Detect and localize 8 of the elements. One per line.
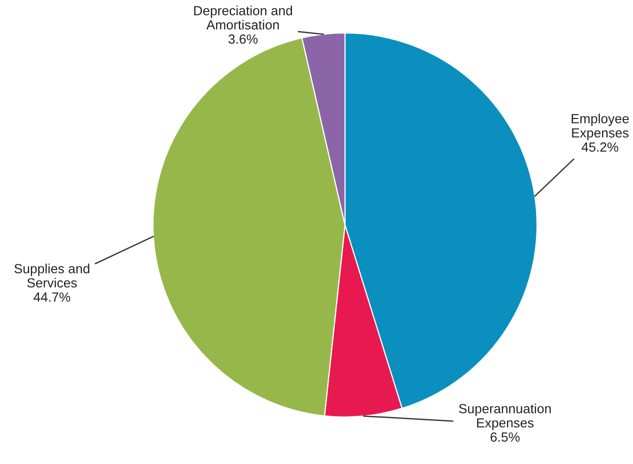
data-label: 6.5% [490,432,520,442]
data-label: 44.7% [34,292,70,302]
slice-label: Supplies and Services [14,264,90,288]
data-label: 3.6% [228,34,258,44]
slice-label: Superannuation Expenses [459,404,551,430]
slice-label: Depreciation and Amortisation [194,6,292,30]
data-label: 45.2% [582,142,618,152]
slice-label: Employee Expenses [572,114,629,140]
